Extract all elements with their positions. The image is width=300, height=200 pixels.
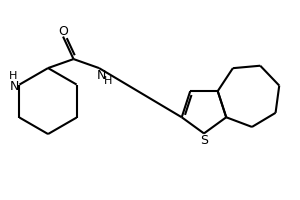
Text: H: H bbox=[104, 76, 112, 86]
Text: S: S bbox=[200, 134, 208, 147]
Text: O: O bbox=[58, 25, 68, 38]
Text: N: N bbox=[9, 80, 19, 93]
Text: N: N bbox=[97, 69, 106, 82]
Text: H: H bbox=[9, 71, 17, 81]
